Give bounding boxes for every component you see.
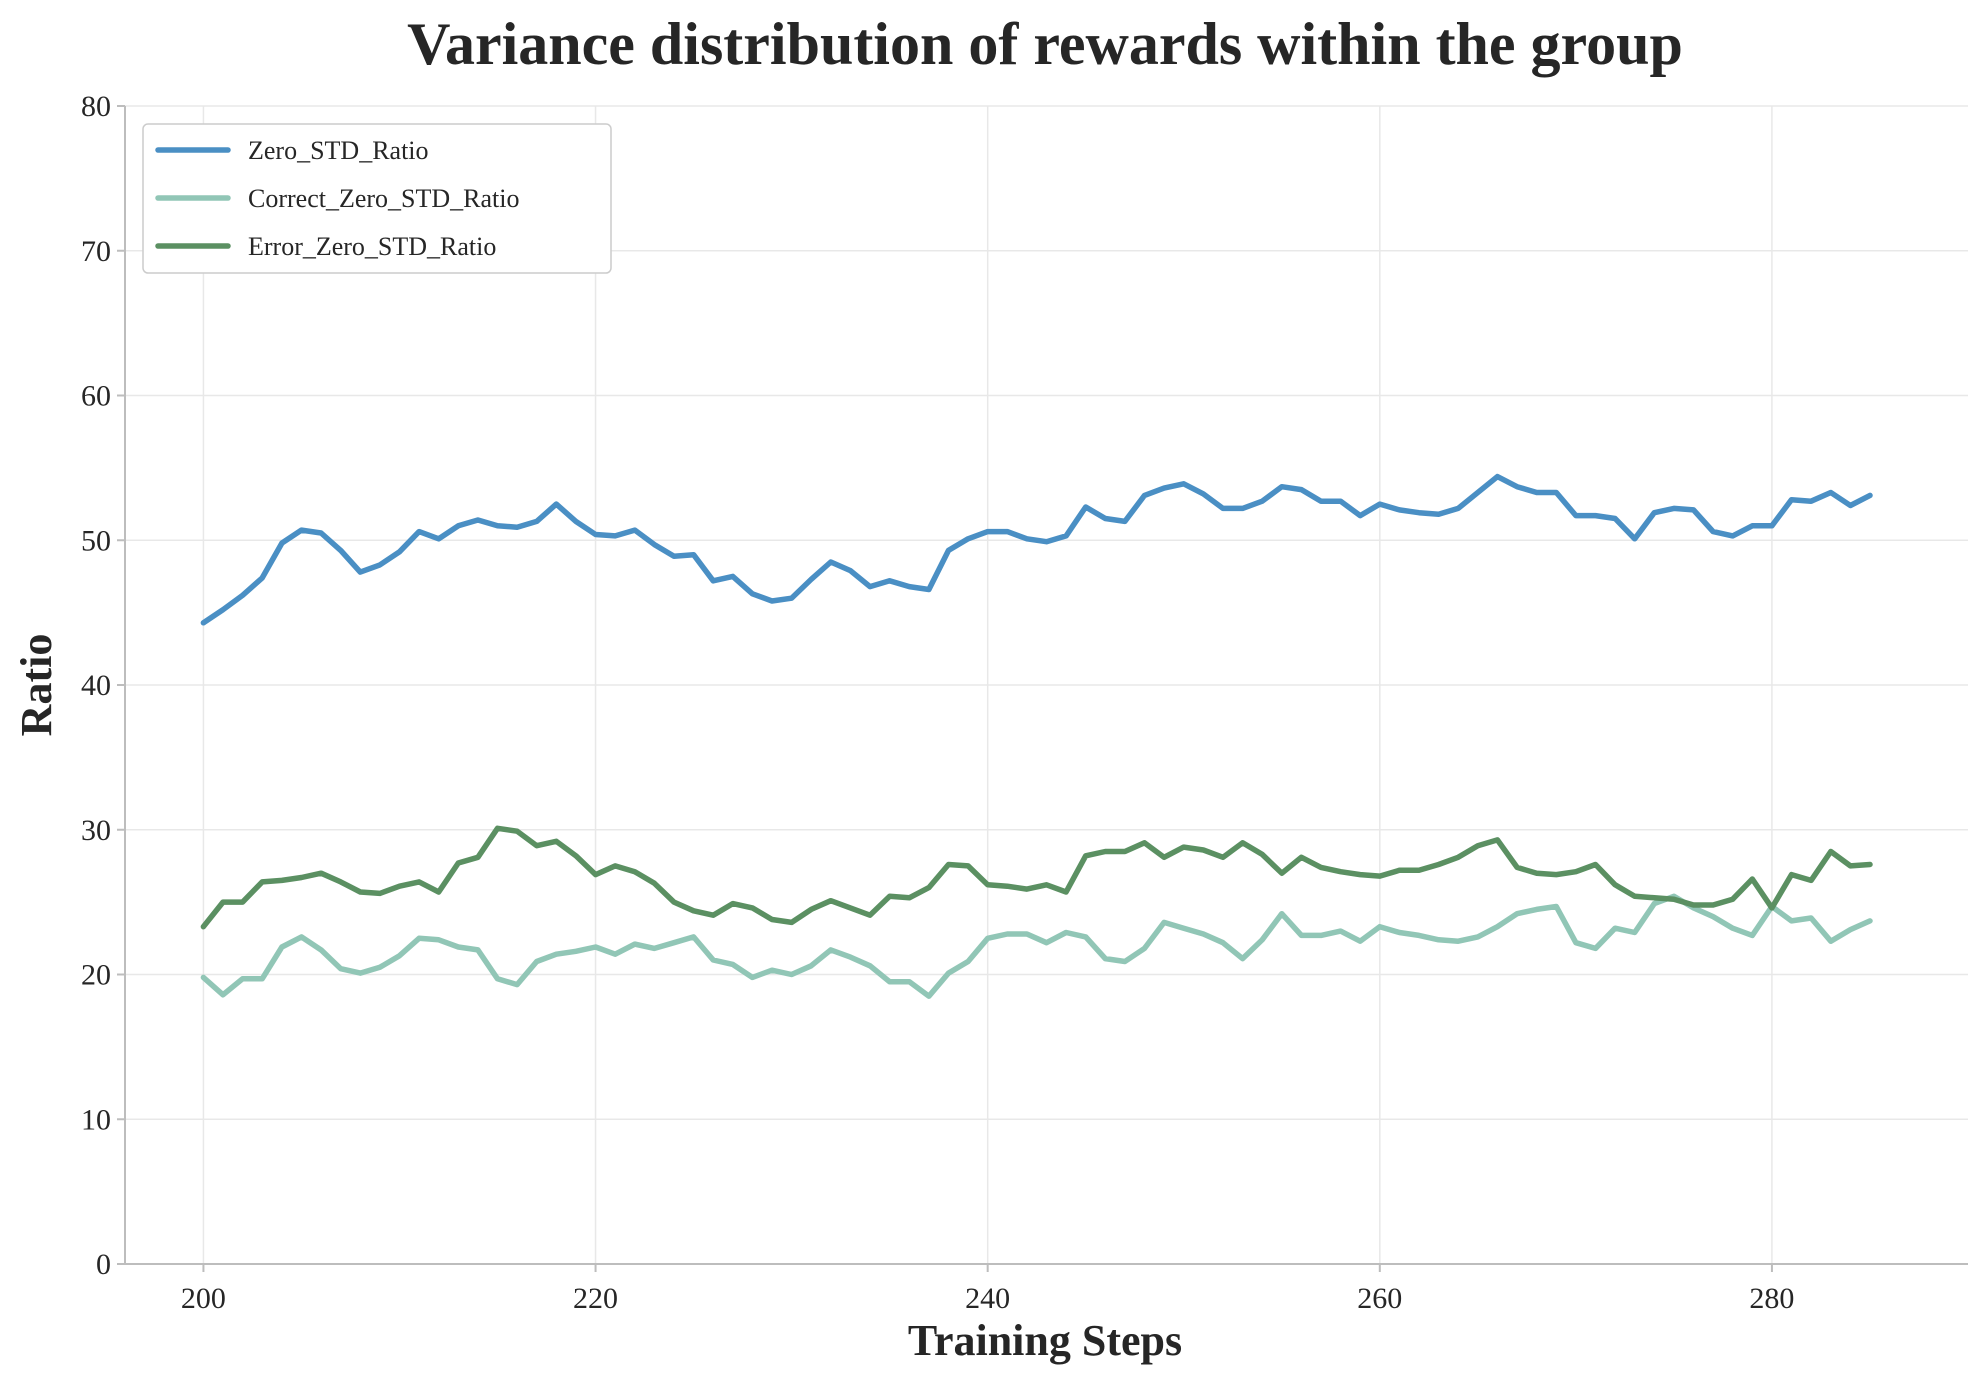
series-line-2 — [200, 825, 1873, 930]
y-tick-label: 80 — [81, 90, 111, 123]
x-tick-label: 200 — [181, 1282, 226, 1315]
x-tick-label: 260 — [1357, 1282, 1402, 1315]
y-tick-label: 40 — [81, 669, 111, 702]
y-axis-label: Ratio — [12, 634, 61, 737]
legend: Zero_STD_Ratio Correct_Zero_STD_Ratio Erro… — [142, 123, 612, 274]
y-tick-label: 30 — [81, 814, 111, 847]
x-tick-label: 220 — [573, 1282, 618, 1315]
chart-title: Variance distribution of rewards within … — [407, 11, 1683, 77]
y-tick-label: 60 — [81, 380, 111, 413]
legend-label-2: Error_Zero_STD_Ratio — [248, 232, 496, 261]
x-tick-label: 240 — [965, 1282, 1010, 1315]
grid-lines — [125, 105, 1968, 1265]
legend-label-1: Correct_Zero_STD_Ratio — [248, 184, 520, 213]
y-tick-label: 20 — [81, 959, 111, 992]
series-line-0 — [200, 473, 1873, 626]
x-tick-label: 280 — [1749, 1282, 1794, 1315]
x-axis-label: Training Steps — [908, 1316, 1182, 1365]
series-line-1 — [200, 893, 1873, 999]
y-tick-label: 10 — [81, 1103, 111, 1136]
y-tick-label: 70 — [81, 235, 111, 268]
y-tick-label: 50 — [81, 524, 111, 557]
legend-box — [142, 123, 612, 274]
legend-label-0: Zero_STD_Ratio — [248, 136, 429, 165]
axis-ticks: 0 10 20 30 40 50 60 70 80 200 220 240 260 280 — [81, 90, 1794, 1315]
series-lines — [200, 473, 1873, 999]
y-tick-label: 0 — [96, 1248, 111, 1281]
